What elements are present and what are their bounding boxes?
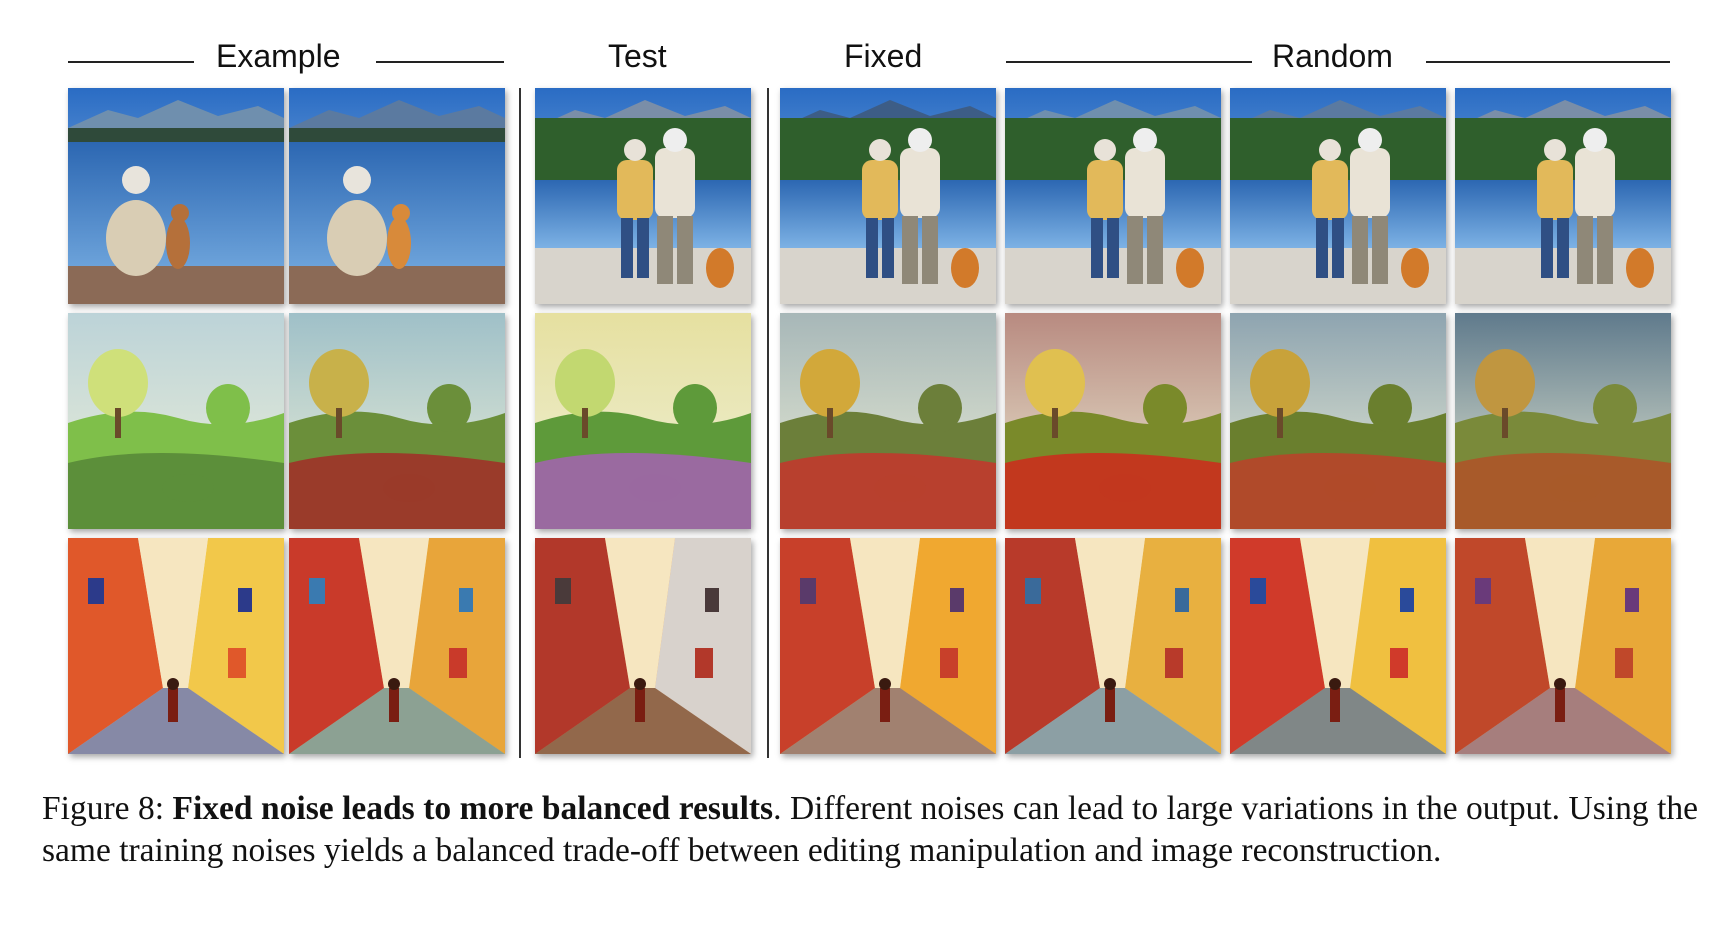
separator-example-test [519,88,521,758]
image-row1-random-2 [1230,88,1446,304]
artwork-row2-fixed [780,313,996,529]
image-row2-example-2 [289,313,505,529]
image-row2-random-3 [1455,313,1671,529]
image-row1-example-1 [68,88,284,304]
artwork-row2-example-1 [68,313,284,529]
caption-text: . Different noises can lead to large var… [42,790,1698,869]
image-row3-fixed [780,538,996,754]
example-rule-right [376,61,504,63]
artwork-row1-random-3 [1455,88,1671,304]
artwork-row1-random-1 [1005,88,1221,304]
image-row1-test [535,88,751,304]
separator-test-results [767,88,769,758]
header-random: Random [1272,38,1393,74]
image-row3-example-1 [68,538,284,754]
caption-bold-title: Fixed noise leads to more balanced resul… [172,790,774,827]
artwork-row3-test [535,538,751,754]
image-grid [0,88,1734,758]
artwork-row3-fixed [780,538,996,754]
artwork-row3-example-2 [289,538,505,754]
image-row2-random-2 [1230,313,1446,529]
image-row2-fixed [780,313,996,529]
artwork-row2-random-1 [1005,313,1221,529]
artwork-row2-random-2 [1230,313,1446,529]
artwork-row1-example-1 [68,88,284,304]
artwork-row3-random-2 [1230,538,1446,754]
artwork-row3-random-3 [1455,538,1671,754]
artwork-row1-random-2 [1230,88,1446,304]
image-row3-random-3 [1455,538,1671,754]
random-rule-left [1006,61,1252,63]
figure-caption: Figure 8: Fixed noise leads to more bala… [42,788,1698,872]
artwork-row1-example-2 [289,88,505,304]
image-row1-example-2 [289,88,505,304]
header-example: Example [216,38,341,74]
image-row3-random-2 [1230,538,1446,754]
random-rule-right [1426,61,1670,63]
image-row3-example-2 [289,538,505,754]
header-test: Test [608,38,667,74]
artwork-row2-example-2 [289,313,505,529]
image-row2-random-1 [1005,313,1221,529]
artwork-row1-test [535,88,751,304]
image-row2-example-1 [68,313,284,529]
image-row3-test [535,538,751,754]
example-rule-left [68,61,194,63]
artwork-row3-random-1 [1005,538,1221,754]
header-fixed: Fixed [844,38,923,74]
image-row1-fixed [780,88,996,304]
artwork-row1-fixed [780,88,996,304]
image-row2-test [535,313,751,529]
artwork-row3-example-1 [68,538,284,754]
caption-figure-label: Figure 8: [42,790,165,827]
image-row1-random-3 [1455,88,1671,304]
artwork-row2-random-3 [1455,313,1671,529]
image-row3-random-1 [1005,538,1221,754]
image-row1-random-1 [1005,88,1221,304]
artwork-row2-test [535,313,751,529]
